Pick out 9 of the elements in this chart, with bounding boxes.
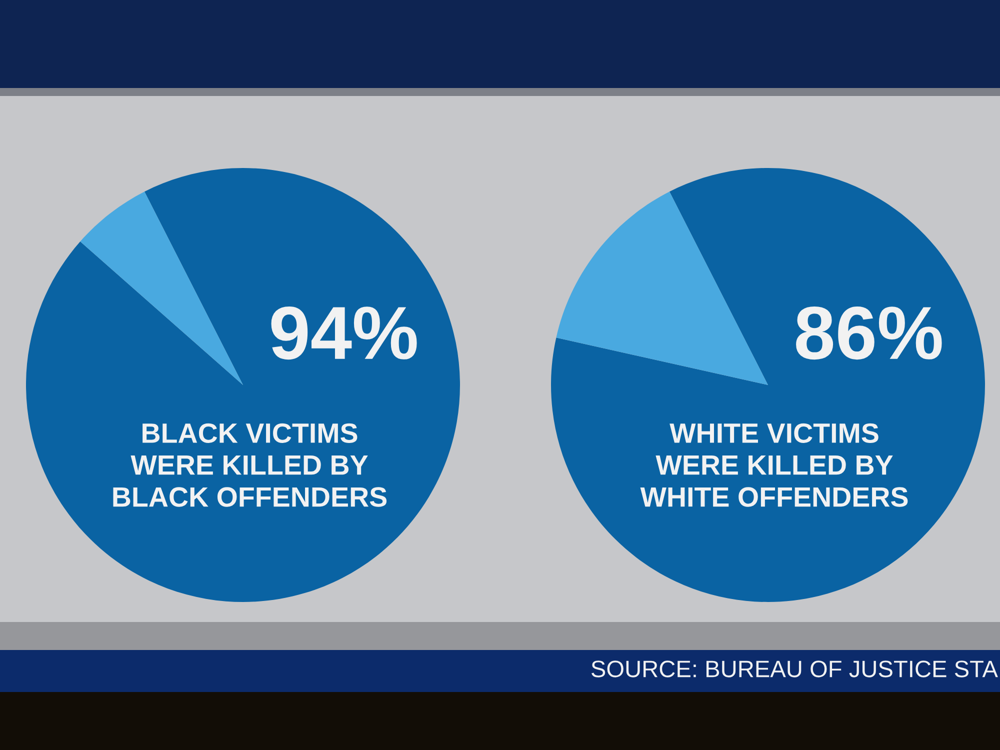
source-note: SOURCE: BUREAU OF JUSTICE STA	[592, 660, 998, 678]
text: BLACK VICTIMS WERE KILLED BY BLACK OFFENDERS	[113, 423, 387, 507]
data-label: 86%	[796, 306, 942, 360]
data-label: 94%	[271, 306, 417, 360]
text: WHITE VICTIMS WERE KILLED BY WHITE OFFENDERS	[640, 423, 908, 507]
pie-slice	[556, 192, 768, 385]
pie-slice	[551, 168, 985, 602]
pie-slice	[26, 168, 460, 602]
pie-slice	[80, 192, 243, 385]
